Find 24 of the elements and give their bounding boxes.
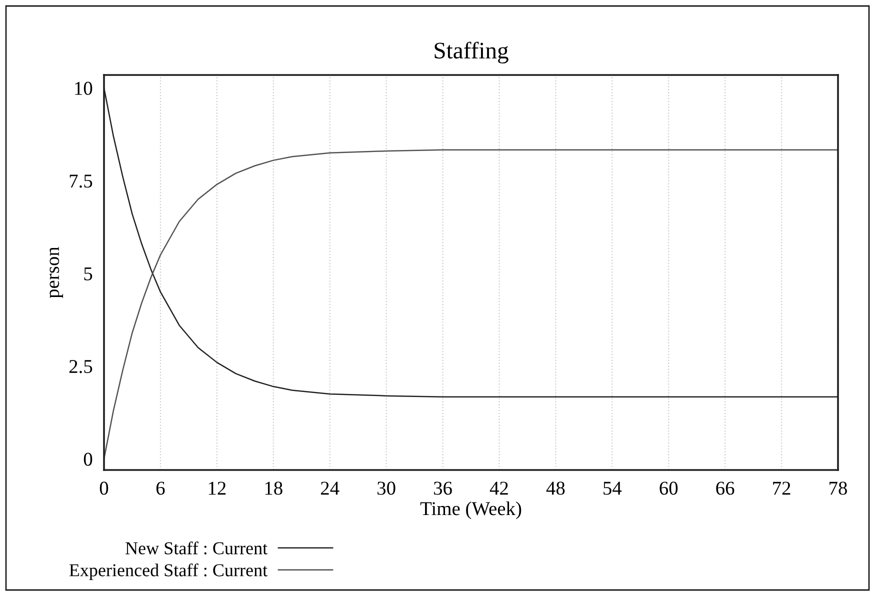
x-tick-label: 48	[546, 482, 565, 495]
x-tick-label: 72	[773, 482, 790, 495]
x-tick-label: 6	[156, 482, 165, 495]
x-tick-label: 18	[265, 482, 282, 495]
x-tick-label: 66	[716, 482, 734, 495]
x-tick-label: 12	[208, 482, 226, 495]
x-axis-title: Time (Week)	[420, 502, 522, 520]
legend-label: New Staff : Current	[126, 541, 268, 554]
y-axis-title: person	[50, 246, 64, 298]
y-tick-label: 2.5	[69, 360, 92, 374]
x-tick-label: 60	[660, 482, 678, 495]
x-tick-label: 54	[604, 482, 622, 495]
legend-label: Experienced Staff : Current	[69, 563, 268, 580]
x-tick-label: 78	[830, 482, 847, 495]
x-tick-label: 24	[320, 482, 340, 495]
y-tick-label: 7.5	[70, 174, 92, 188]
x-tick-label: 30	[378, 482, 396, 495]
x-tick-label: 0	[100, 482, 108, 495]
y-tick-label: 5	[84, 267, 92, 280]
y-tick-label: 10	[75, 82, 92, 95]
y-tick-label: 0	[84, 452, 92, 466]
x-tick-label: 36	[434, 482, 452, 495]
chart-title: Staffing	[434, 42, 508, 64]
x-tick-label: 42	[490, 482, 508, 495]
